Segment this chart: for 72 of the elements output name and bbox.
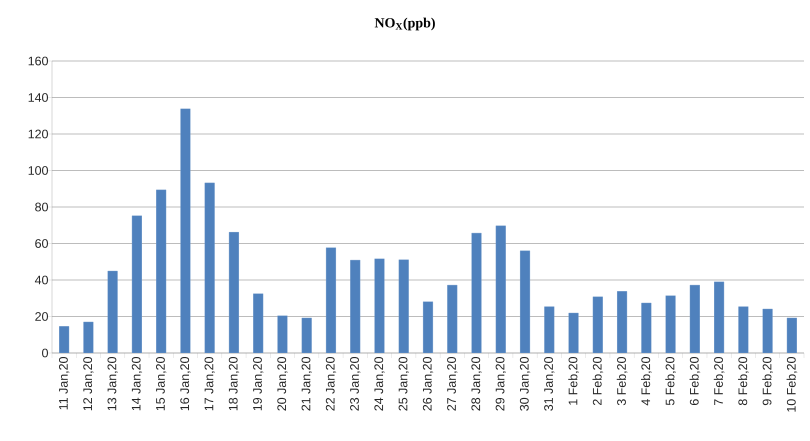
- y-tick-label: 20: [35, 312, 48, 321]
- x-tick-label: 2 Feb,20: [592, 357, 604, 406]
- x-tick-label: 23 Jan,20: [350, 357, 360, 411]
- x-tick-label: 18 Jan,20: [228, 357, 240, 410]
- bar: [422, 302, 434, 353]
- bar: [326, 247, 336, 353]
- bar: [59, 326, 70, 353]
- x-tick-label: 7 Feb,20: [714, 357, 724, 406]
- x-tick-label: 20 Jan,20: [277, 357, 288, 411]
- x-tick-label: 25 Jan,20: [398, 357, 409, 411]
- bar: [520, 250, 530, 353]
- bar: [253, 293, 264, 353]
- bar: [471, 232, 482, 353]
- x-tick-label: 29 Jan,20: [496, 357, 506, 411]
- x-tick-label: 30 Jan,20: [520, 357, 530, 411]
- x-tick-label: 28 Jan,20: [471, 357, 482, 411]
- bar: [496, 226, 506, 353]
- bar: [738, 306, 748, 353]
- bar: [228, 232, 239, 353]
- bar: [108, 270, 118, 353]
- x-tick-label: 16 Jan,20: [180, 357, 191, 410]
- bar: [156, 190, 166, 353]
- bar: [641, 302, 652, 353]
- bar: [666, 295, 676, 353]
- x-tick-label: 26 Jan,20: [422, 357, 434, 411]
- x-tick-label: 5 Feb,20: [665, 357, 676, 406]
- x-tick-label: 22 Jan,20: [326, 357, 336, 411]
- x-tick-label: 19 Jan,20: [253, 357, 264, 410]
- bar: [568, 312, 579, 353]
- bar: [277, 316, 288, 353]
- x-tick-label: 12 Jan,20: [83, 357, 94, 410]
- y-tick-label: 0: [42, 348, 48, 358]
- bar: [398, 260, 409, 353]
- chart-title: NO$_{X}$(ppb): [374, 18, 435, 30]
- x-tick-label: 10 Feb,20: [786, 357, 798, 412]
- x-tick-label: 3 Feb,20: [616, 357, 628, 406]
- bar: [132, 216, 142, 353]
- bar: [302, 318, 312, 353]
- x-tick-label: 11 Jan,20: [58, 357, 70, 410]
- x-tick-label: 17 Jan,20: [204, 357, 215, 410]
- x-tick-label: 4 Feb,20: [641, 357, 652, 406]
- bar: [447, 284, 458, 353]
- y-tick-label: 160: [28, 56, 48, 66]
- y-tick-label: 120: [28, 130, 48, 138]
- y-tick-label: 60: [35, 239, 48, 248]
- x-tick-label: 1 Feb,20: [568, 357, 579, 405]
- x-tick-label: 6 Feb,20: [690, 357, 700, 406]
- x-tick-label: 8 Feb,20: [738, 357, 749, 406]
- bar: [592, 296, 603, 353]
- bar: [374, 258, 385, 353]
- x-tick-label: 15 Jan,20: [156, 357, 166, 410]
- bar: [714, 282, 724, 353]
- x-tick-label: 31 Jan,20: [544, 357, 554, 411]
- x-tick-label: 14 Jan,20: [132, 357, 142, 410]
- y-tick-label: 80: [35, 202, 48, 212]
- x-tick-label: 13 Jan,20: [108, 357, 118, 410]
- bar: [83, 322, 94, 353]
- x-tick-label: 9 Feb,20: [762, 357, 773, 406]
- bar: [690, 284, 700, 353]
- bar: [544, 306, 554, 353]
- y-tick-label: 140: [28, 93, 48, 102]
- bar: [762, 308, 773, 353]
- x-tick-label: 21 Jan,20: [302, 357, 312, 411]
- bar: [180, 108, 190, 353]
- x-tick-label: 24 Jan,20: [374, 357, 385, 411]
- bar: [786, 318, 797, 353]
- bar: [617, 291, 628, 353]
- y-tick-label: 40: [34, 276, 48, 284]
- bar: [350, 260, 360, 353]
- y-tick-label: 100: [28, 166, 48, 175]
- bar: [204, 182, 215, 353]
- x-tick-label: 27 Jan,20: [447, 357, 458, 411]
